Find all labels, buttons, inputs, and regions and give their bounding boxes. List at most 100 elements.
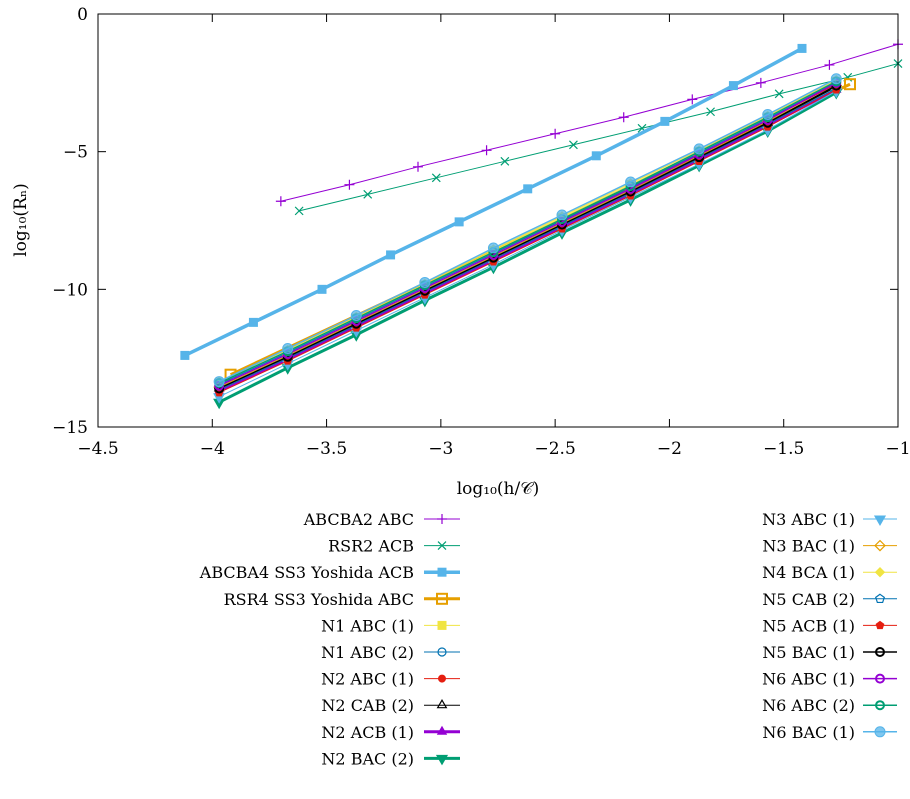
series-line — [218, 85, 837, 388]
x-tick-label: −3 — [428, 439, 453, 459]
data-point — [618, 112, 629, 123]
x-tick-label: −1.5 — [763, 439, 804, 459]
series-line — [218, 79, 837, 383]
x-tick-label: −4 — [200, 439, 225, 459]
y-tick-label: 0 — [77, 5, 88, 25]
data-point — [706, 107, 715, 117]
x-tick-label: −4.5 — [77, 439, 118, 459]
data-point — [350, 309, 362, 321]
legend-marker — [437, 567, 447, 577]
data-point — [625, 176, 637, 188]
legend-marker — [873, 515, 887, 526]
legend-item: N2 BAC (2) — [321, 749, 460, 768]
data-point — [762, 108, 774, 120]
data-point — [500, 156, 510, 166]
legend-item: N6 ABC (1) — [762, 670, 897, 689]
legend-item: ABCBA2 ABC — [303, 510, 460, 529]
legend-label: N3 BAC (1) — [762, 537, 855, 556]
legend-label: N6 ABC (1) — [762, 670, 855, 689]
legend-marker — [437, 541, 447, 551]
legend-item: N5 ACB (1) — [762, 616, 897, 635]
data-point — [774, 89, 784, 99]
legend-item: N1 ABC (2) — [321, 643, 460, 662]
series-line — [218, 82, 837, 385]
data-point — [687, 94, 698, 105]
x-tick-label: −2 — [657, 439, 682, 459]
legend-label: N4 BCA (1) — [762, 563, 855, 582]
series-line — [184, 46, 803, 357]
data-point — [454, 217, 464, 227]
legend-marker — [874, 539, 886, 552]
legend-marker — [438, 674, 446, 683]
series-line — [218, 90, 837, 398]
legend-marker — [875, 700, 885, 711]
y-tick-label: −15 — [52, 418, 88, 438]
series-line — [218, 80, 837, 384]
legend-item: ABCBA4 SS3 Yoshida ACB — [199, 563, 460, 582]
legend-label: N5 ACB (1) — [762, 616, 855, 635]
data-point — [693, 143, 705, 155]
legend-item: N2 ACB (1) — [321, 723, 460, 742]
legend-marker — [435, 754, 449, 766]
legend-label: N2 ABC (1) — [321, 670, 414, 689]
legend-label: N2 BAC (2) — [321, 749, 414, 768]
legend-marker — [875, 647, 885, 657]
data-point — [824, 59, 835, 70]
data-point — [431, 173, 441, 183]
legend-item: N6 BAC (1) — [762, 723, 897, 742]
data-point — [556, 209, 568, 221]
legend-item: N2 CAB (2) — [321, 696, 460, 715]
data-point — [728, 81, 738, 91]
data-point — [386, 250, 396, 260]
data-point — [569, 140, 578, 150]
legend-item: N4 BCA (1) — [762, 563, 897, 582]
legend-marker — [436, 698, 448, 709]
legend-label: N5 BAC (1) — [762, 643, 855, 662]
x-axis-title: log₁₀(h/𝒞) — [457, 479, 540, 499]
data-point — [487, 242, 499, 254]
legend-marker — [437, 647, 447, 657]
legend-label: ABCBA4 SS3 Yoshida ACB — [199, 563, 414, 582]
legend-item: N2 ABC (1) — [321, 670, 460, 689]
data-point — [282, 343, 294, 355]
data-point — [660, 116, 670, 126]
legend-item: N3 ABC (1) — [762, 510, 897, 529]
data-point — [180, 350, 190, 360]
series-line — [218, 82, 837, 387]
y-tick-label: −5 — [63, 143, 88, 163]
legend-label: N6 ABC (2) — [762, 696, 855, 715]
x-tick-label: −3.5 — [306, 439, 347, 459]
x-tick-label: −1 — [885, 439, 910, 459]
series-1 — [275, 39, 903, 207]
legend-item: N1 ABC (1) — [321, 616, 460, 635]
legend-marker — [436, 725, 448, 735]
axis-ticks: −4.5 −4 −3.5 −3 −2.5 −2 −1.5 −10−5−10−15 — [52, 5, 910, 459]
legend-marker — [437, 620, 447, 630]
legend-marker — [436, 592, 448, 605]
data-point — [481, 145, 492, 156]
legend-label: RSR4 SS3 Yoshida ABC — [224, 590, 414, 609]
legend-item: RSR2 ACB — [328, 537, 460, 556]
series-line — [218, 89, 837, 394]
series-line — [218, 78, 837, 383]
x-tick-label: −2.5 — [535, 439, 576, 459]
data-point — [363, 189, 373, 199]
data-point — [550, 128, 561, 139]
legend-marker — [875, 593, 885, 604]
series-line — [218, 87, 837, 391]
series-19 — [213, 73, 842, 388]
data-point — [413, 161, 423, 172]
data-point — [523, 184, 533, 194]
data-point — [419, 276, 431, 288]
series-line — [299, 63, 899, 212]
legend-item: N3 BAC (1) — [762, 537, 897, 556]
plot-series — [180, 39, 903, 410]
series-line — [218, 91, 838, 404]
data-point — [844, 78, 856, 91]
legend-label: N6 BAC (1) — [762, 723, 855, 742]
plot-frame — [97, 13, 899, 428]
data-point — [275, 196, 286, 207]
series-line — [218, 84, 837, 390]
series-3 — [180, 43, 807, 360]
